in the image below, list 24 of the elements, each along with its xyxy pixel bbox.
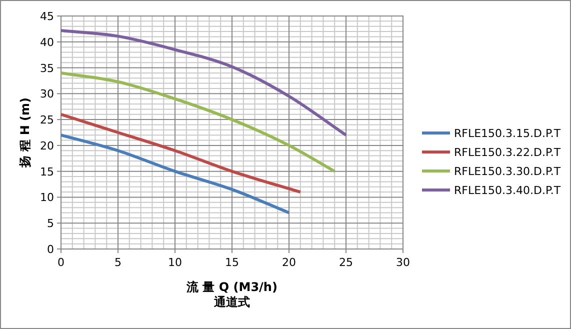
y-tick-label: 45	[40, 10, 54, 23]
y-tick-label: 35	[40, 62, 54, 75]
x-axis-title: 流 量 Q (M3/h)	[186, 280, 278, 294]
x-tick-label: 15	[225, 256, 239, 269]
x-tick-label: 30	[396, 256, 410, 269]
y-tick-label: 5	[47, 217, 54, 230]
y-tick-label: 0	[47, 243, 54, 256]
x-tick-label: 20	[282, 256, 296, 269]
y-tick-label: 25	[40, 114, 54, 127]
legend-label: RFLE150.3.15.D.P.T	[454, 127, 561, 140]
text: 通道式	[213, 295, 250, 309]
legend-label: RFLE150.3.30.D.P.T	[454, 165, 561, 178]
y-tick-label: 40	[40, 36, 54, 49]
y-tick-label: 10	[40, 191, 54, 204]
y-tick-label: 15	[40, 165, 54, 178]
x-tick-label: 10	[168, 256, 182, 269]
x-tick-label: 5	[114, 256, 122, 269]
x-tick-label: 25	[339, 256, 353, 269]
y-tick-label: 20	[40, 139, 54, 152]
y-axis-title: 扬 程 H (m)	[18, 97, 32, 169]
x-tick-label: 0	[58, 256, 64, 269]
legend-label: RFLE150.3.40.D.P.T	[454, 184, 561, 197]
y-tick-label: 30	[40, 88, 54, 101]
legend-label: RFLE150.3.22.D.P.T	[454, 146, 561, 159]
